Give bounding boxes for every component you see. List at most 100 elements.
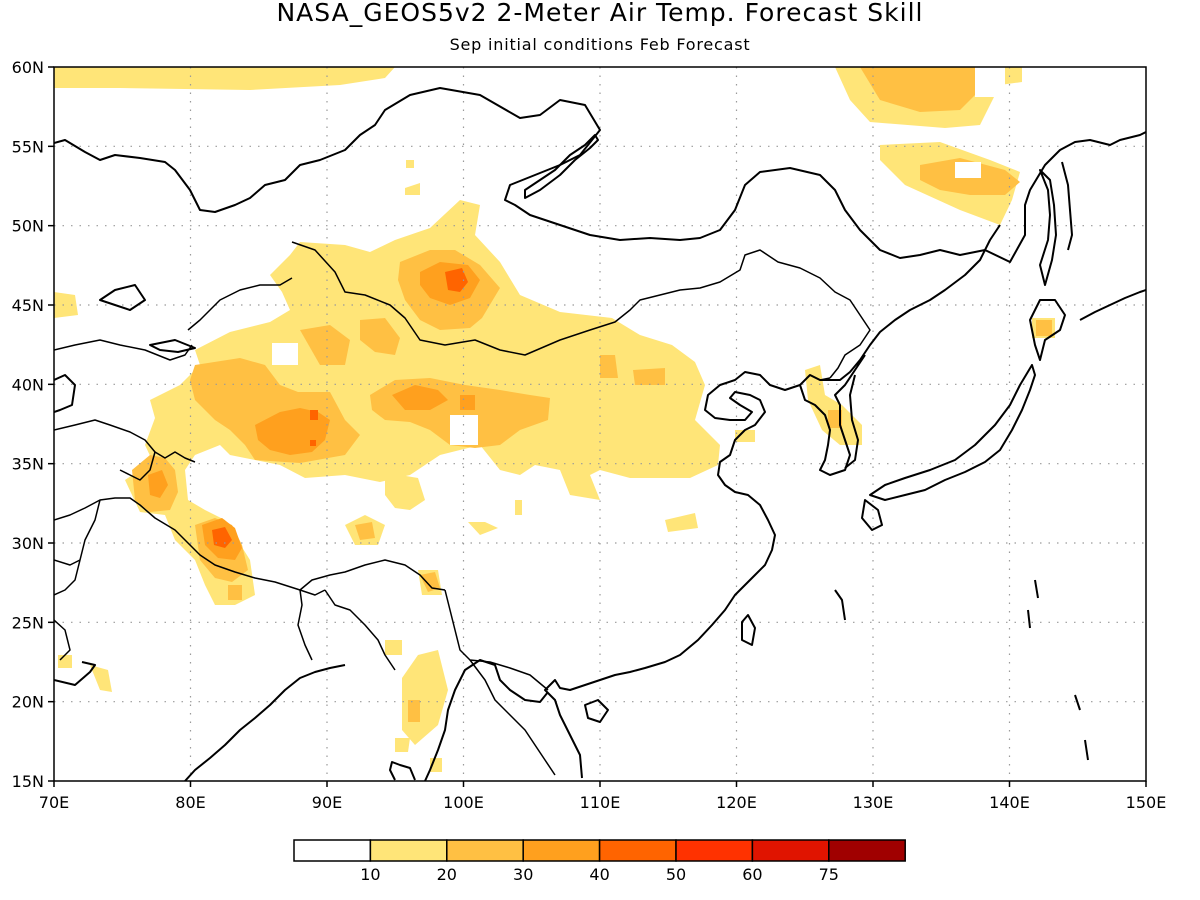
country-border [54,339,193,361]
lon-tick-label: 130E [853,793,894,812]
skill-region-20 [300,325,350,365]
country-border [54,619,71,661]
country-border [54,497,326,596]
skill-region-10 [54,292,78,318]
skill-region-20 [408,700,420,722]
coastlines-and-borders [54,87,1146,781]
coastline [99,284,146,311]
skill-region-20 [600,355,618,378]
skill-region-20 [1036,320,1052,336]
country-border [809,374,831,381]
skill-region-10 [405,183,420,195]
lon-tick-label: 90E [312,793,342,812]
lat-tick-label: 55N [12,137,44,156]
skill-region-10 [90,665,112,692]
country-border [291,241,871,379]
country-border [54,419,196,463]
coastline [54,87,1146,263]
skill-region-20 [360,318,400,355]
coastline [149,339,196,353]
legend-label: 75 [819,865,839,884]
coastline [861,499,883,531]
country-border [187,277,293,331]
lat-tick-label: 25N [12,613,44,632]
skill-region-10 [395,738,410,752]
skill-region-10 [735,430,755,442]
skill-region-40 [310,440,316,446]
skill-region-30 [148,470,168,498]
coastline [741,614,756,646]
country-border [297,589,313,661]
legend-swatch [369,839,448,862]
color-legend: 10 20 30 40 50 60 75 [293,839,906,884]
country-border [299,559,446,591]
lon-tick-label: 140E [989,793,1030,812]
legend-swatch [598,839,677,862]
lon-tick-label: 70E [39,793,69,812]
lat-tick-label: 15N [12,772,44,791]
coastline [544,371,801,779]
coastline [1034,579,1039,599]
skill-region-10 [406,160,414,168]
coastline [424,659,549,781]
skill-region-10 [515,500,522,515]
lat-tick-label: 60N [12,58,44,77]
coastline [844,374,859,469]
skill-region-10 [468,522,498,535]
chart-title: NASA_GEOS5v2 2-Meter Air Temp. Forecast … [276,0,923,27]
lon-tick-label: 150E [1126,793,1167,812]
longitude-axis: 70E 80E 90E 100E 110E 120E 130E 140E 150E [39,781,1167,812]
lat-tick-label: 30N [12,534,44,553]
legend-swatch [828,839,906,862]
legend-swatch [751,839,830,862]
coastline [1029,299,1066,361]
coastline [834,589,846,621]
coastline [1061,161,1073,251]
legend-swatch [293,839,372,862]
legend-swatch [522,839,601,862]
country-border [469,659,556,776]
coastline [1084,739,1089,761]
coastline [1039,169,1057,286]
lat-tick-label: 35N [12,455,44,474]
coastline [389,761,416,781]
coastline [184,664,346,781]
skill-region-10 [385,475,425,510]
country-border [54,559,81,566]
skill-region-20 [420,572,440,592]
coastline [524,134,599,199]
skill-region-20 [228,585,242,600]
map-gridlines [54,67,1146,781]
legend-swatch [675,839,754,862]
legend-label: 30 [513,865,533,884]
lon-tick-label: 120E [716,793,757,812]
skill-contour-fill [54,67,1055,772]
lat-tick-label: 50N [12,217,44,236]
skill-region-20 [633,368,665,385]
skill-region-10 [665,513,698,532]
legend-swatch [446,839,524,862]
legend-label: 50 [666,865,686,884]
skill-region-40 [310,410,318,420]
skill-region-30 [460,395,475,410]
skill-region-20 [355,522,375,540]
legend-label: 60 [742,865,762,884]
skill-region-10 [54,67,395,90]
coastline [584,699,609,723]
skill-region-10 [385,640,402,655]
latitude-axis: 15N 20N 25N 30N 35N 40N 45N 50N 55N 60N [12,58,54,791]
skill-region-40 [445,268,468,292]
skill-region-30 [392,385,448,410]
lat-tick-label: 45N [12,296,44,315]
lon-tick-label: 100E [443,793,484,812]
lon-tick-label: 110E [580,793,621,812]
country-border [324,589,396,671]
legend-label: 20 [437,865,457,884]
skill-region-10 [805,365,862,445]
chart-subtitle: Sep initial conditions Feb Forecast [450,35,751,54]
map-plot-area [54,67,1146,781]
lat-tick-label: 20N [12,693,44,712]
legend-label: 10 [360,865,380,884]
coastline [1079,289,1146,321]
